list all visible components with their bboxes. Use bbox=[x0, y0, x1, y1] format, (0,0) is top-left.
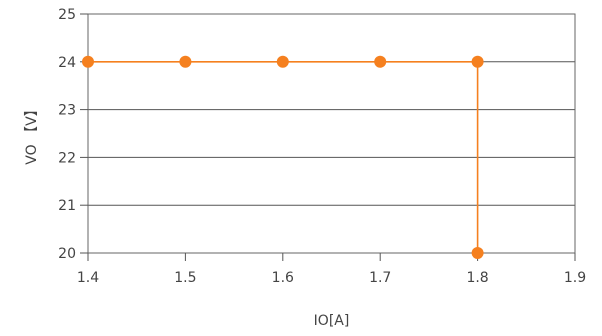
x-tick-label: 1.4 bbox=[77, 270, 99, 286]
data-point bbox=[276, 55, 289, 68]
y-tick-label: 21 bbox=[58, 198, 76, 214]
y-tick-label: 25 bbox=[58, 7, 76, 23]
data-point bbox=[179, 55, 192, 68]
data-point bbox=[82, 55, 94, 68]
series bbox=[82, 55, 484, 259]
plot-area bbox=[87, 13, 576, 254]
data-point bbox=[471, 55, 484, 68]
axis-ticks: 20 21 22 23 24 25 1.4 1.5 1.6 1.7 1.8 1.9 bbox=[58, 7, 586, 286]
series-line bbox=[88, 60, 479, 253]
grid bbox=[88, 13, 575, 254]
x-tick-label: 1.6 bbox=[272, 270, 294, 286]
x-axis-title: IO[A] bbox=[314, 313, 350, 329]
x-tick-label: 1.5 bbox=[174, 270, 196, 286]
y-tick-label: 23 bbox=[58, 103, 76, 119]
x-tick-label: 1.8 bbox=[466, 270, 488, 286]
data-point bbox=[471, 247, 484, 259]
y-tick-label: 24 bbox=[58, 55, 76, 71]
data-point bbox=[374, 55, 387, 68]
y-tick-label: 20 bbox=[58, 246, 76, 262]
x-tick-label: 1.7 bbox=[369, 270, 391, 286]
y-tick-label: 22 bbox=[58, 150, 76, 166]
x-tick-label: 1.9 bbox=[564, 270, 586, 286]
y-axis-title: VO 【V】 bbox=[24, 102, 40, 164]
